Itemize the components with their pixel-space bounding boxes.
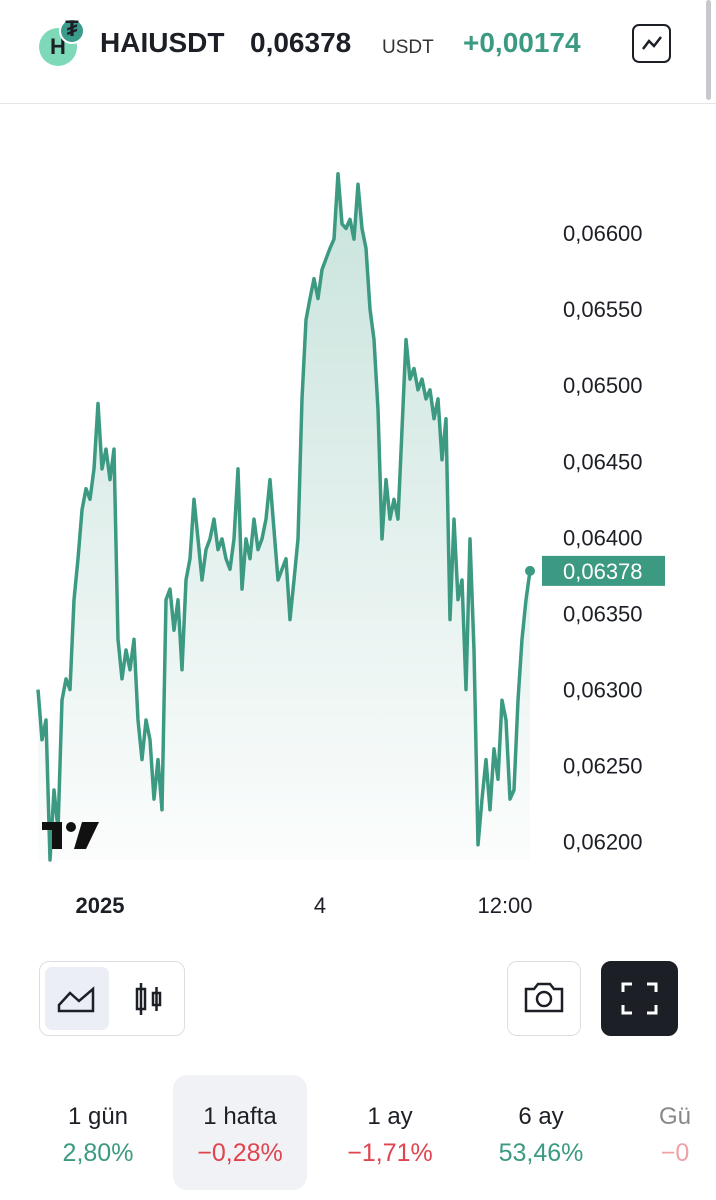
y-tick-label: 0,06250 [563, 754, 643, 779]
period-change: −0 [660, 1139, 690, 1167]
y-tick-label: 0,06300 [563, 678, 643, 703]
icon [57, 986, 95, 1013]
candle-chart-button[interactable] [118, 967, 180, 1030]
icon [642, 36, 662, 50]
x-tick-label: 4 [314, 893, 326, 918]
x-tick-label: 12:00 [477, 893, 532, 918]
area [38, 173, 530, 860]
chart-type-group [39, 961, 185, 1036]
y-tick-label: 0,06550 [563, 297, 643, 322]
period-tab[interactable]: Gü −0 [608, 1075, 716, 1190]
price-line [36, 171, 532, 862]
svg-text:H: H [50, 34, 66, 59]
icon [524, 982, 564, 1013]
current-price-label: 0,06378 [563, 559, 643, 584]
y-tick-label: 0,06400 [563, 525, 643, 550]
y-tick-label: 0,06350 [563, 601, 643, 626]
scrollbar [706, 0, 711, 100]
period-label: 1 hafta [203, 1103, 277, 1130]
price-change: +0,00174 [463, 27, 581, 58]
unit: USDT [382, 37, 434, 58]
period-tab[interactable]: 6 ay 53,46% [474, 1075, 608, 1190]
coin-logo: H ₮ [39, 18, 85, 66]
y-tick-label: 0,06200 [563, 830, 643, 855]
icon [621, 982, 658, 1015]
period-tab[interactable]: 1 ay −1,71% [323, 1075, 457, 1190]
chart-toggle-button[interactable] [632, 24, 671, 63]
period-label: 1 ay [367, 1103, 413, 1130]
period-change: 53,46% [498, 1139, 584, 1167]
period-change: −0,28% [197, 1139, 283, 1167]
symbol: HAIUSDT [100, 27, 225, 58]
area-chart-button[interactable] [45, 967, 109, 1030]
last-point [525, 565, 535, 576]
current-price-badge [542, 555, 665, 586]
fullscreen-button[interactable] [601, 961, 678, 1036]
period-label: 6 ay [518, 1103, 564, 1130]
period-label: 1 gün [67, 1103, 129, 1130]
screenshot-button[interactable] [507, 961, 581, 1036]
period-change: 2,80% [62, 1139, 134, 1167]
period-label: Gü [658, 1103, 691, 1130]
tradingview-logo [42, 822, 99, 849]
x-tick-label: 2025 [76, 893, 125, 918]
svg-text:₮: ₮ [65, 18, 79, 41]
price: 0,06378 [250, 27, 352, 58]
period-tab[interactable]: 1 hafta −0,28% [173, 1075, 307, 1190]
y-tick-label: 0,06600 [563, 221, 643, 246]
period-tab[interactable]: 1 gün 2,80% [31, 1075, 165, 1190]
header: H ₮ HAIUSDT 0,06378 USDT +0,00174 [0, 0, 716, 104]
icon [135, 983, 162, 1015]
chart: 0,06200 0,06250 0,06300 0,06350 0,06400 0,064… [36, 171, 665, 918]
y-tick-label: 0,06450 [563, 449, 643, 474]
period-change: −1,71% [347, 1139, 433, 1167]
y-tick-label: 0,06500 [563, 373, 643, 398]
